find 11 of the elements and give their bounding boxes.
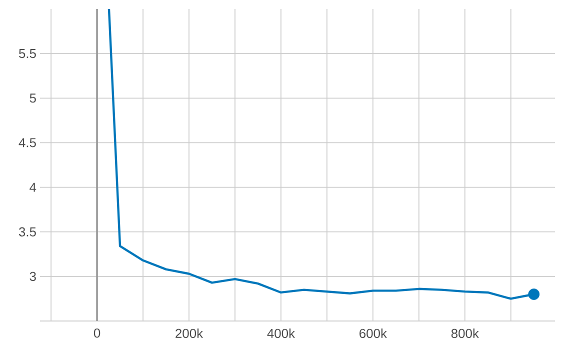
x-tick-label: 400k: [267, 328, 296, 338]
y-tick-label: 3: [30, 272, 36, 282]
x-tick-label: 200k: [176, 328, 204, 338]
x-tick-label: 600k: [360, 328, 387, 338]
x-tick-label: 0: [94, 328, 100, 338]
y-tick-label: 5.5: [19, 49, 36, 58]
y-tick-label: 4: [30, 182, 36, 192]
y-tick-label: 4.5: [18, 138, 36, 148]
y-tick-label: 3.5: [18, 227, 36, 236]
x-tick-label: 800k: [451, 328, 479, 338]
y-tick-label: 5: [30, 94, 36, 103]
